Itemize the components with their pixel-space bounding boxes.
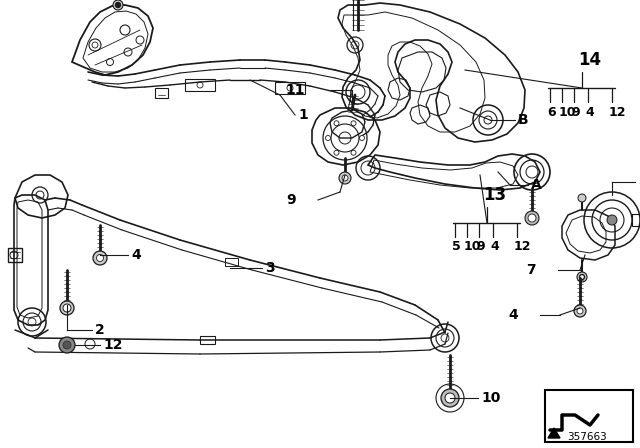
Circle shape: [574, 305, 586, 317]
Circle shape: [528, 214, 536, 222]
Circle shape: [525, 211, 539, 225]
Text: 2: 2: [95, 323, 105, 337]
Text: B: B: [518, 113, 529, 127]
Text: 4: 4: [585, 105, 594, 119]
Text: 10: 10: [559, 105, 577, 119]
Text: 4: 4: [131, 248, 141, 262]
Text: 11: 11: [285, 83, 305, 97]
Circle shape: [63, 304, 71, 312]
Circle shape: [577, 272, 587, 282]
Text: 5: 5: [452, 241, 461, 254]
Text: 9: 9: [286, 193, 296, 207]
Circle shape: [360, 135, 365, 141]
Text: 6: 6: [547, 105, 556, 119]
Circle shape: [578, 194, 586, 202]
Circle shape: [441, 389, 459, 407]
Circle shape: [326, 135, 330, 141]
FancyBboxPatch shape: [545, 390, 633, 442]
Text: 9: 9: [571, 105, 580, 119]
Circle shape: [97, 254, 104, 262]
Polygon shape: [548, 428, 560, 438]
Text: 4: 4: [508, 308, 518, 322]
Text: 357663: 357663: [567, 432, 607, 442]
Text: 12: 12: [103, 338, 122, 352]
Circle shape: [342, 175, 348, 181]
Text: 12: 12: [609, 105, 627, 119]
Text: 4: 4: [490, 241, 499, 254]
Circle shape: [351, 121, 356, 126]
Circle shape: [339, 172, 351, 184]
Circle shape: [115, 3, 120, 8]
Text: 12: 12: [514, 241, 531, 254]
Circle shape: [334, 150, 339, 155]
Circle shape: [59, 337, 75, 353]
Circle shape: [60, 301, 74, 315]
Text: 10: 10: [481, 391, 500, 405]
Circle shape: [334, 121, 339, 126]
Circle shape: [63, 341, 71, 349]
Text: 10: 10: [464, 241, 481, 254]
Text: A: A: [531, 178, 541, 192]
Text: 1: 1: [298, 108, 308, 122]
Circle shape: [351, 150, 356, 155]
Circle shape: [579, 275, 584, 280]
Text: 7: 7: [526, 263, 536, 277]
Text: 13: 13: [483, 186, 506, 204]
Text: 14: 14: [578, 51, 601, 69]
Circle shape: [607, 215, 617, 225]
Circle shape: [113, 0, 123, 10]
Text: 3: 3: [265, 261, 275, 275]
Circle shape: [577, 308, 583, 314]
Circle shape: [93, 251, 107, 265]
Text: 9: 9: [476, 241, 484, 254]
Text: 8: 8: [638, 175, 640, 189]
Circle shape: [445, 393, 455, 403]
